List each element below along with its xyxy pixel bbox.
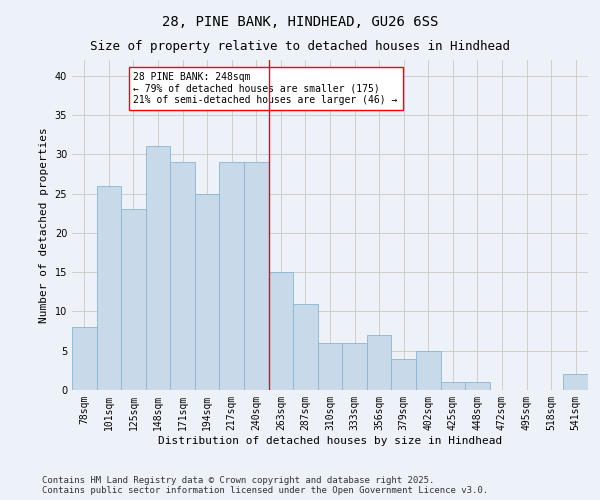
Y-axis label: Number of detached properties: Number of detached properties (39, 127, 49, 323)
Bar (318, 343, 342, 390)
Bar (563, 374, 588, 390)
Bar (244, 162, 269, 390)
Bar (97, 186, 121, 390)
Bar (391, 358, 416, 390)
Text: Contains HM Land Registry data © Crown copyright and database right 2025.
Contai: Contains HM Land Registry data © Crown c… (42, 476, 488, 495)
Bar (121, 210, 146, 390)
Bar (146, 146, 170, 390)
Bar (342, 343, 367, 390)
Bar (293, 304, 318, 390)
Text: 28 PINE BANK: 248sqm
← 79% of detached houses are smaller (175)
21% of semi-deta: 28 PINE BANK: 248sqm ← 79% of detached h… (133, 72, 398, 105)
Bar (465, 382, 490, 390)
Bar (220, 162, 244, 390)
Text: Size of property relative to detached houses in Hindhead: Size of property relative to detached ho… (90, 40, 510, 53)
Bar (72, 327, 97, 390)
Bar (195, 194, 220, 390)
Bar (170, 162, 195, 390)
Bar (269, 272, 293, 390)
X-axis label: Distribution of detached houses by size in Hindhead: Distribution of detached houses by size … (158, 436, 502, 446)
Bar (440, 382, 465, 390)
Bar (367, 335, 391, 390)
Text: 28, PINE BANK, HINDHEAD, GU26 6SS: 28, PINE BANK, HINDHEAD, GU26 6SS (162, 15, 438, 29)
Bar (416, 350, 440, 390)
